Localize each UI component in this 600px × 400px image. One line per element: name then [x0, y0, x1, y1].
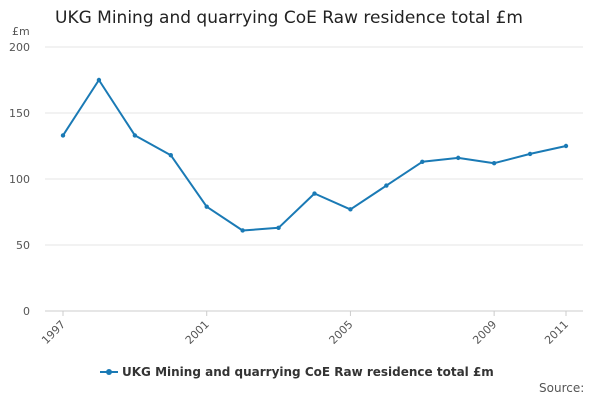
data-point: [420, 159, 425, 165]
x-tick-label: 1997: [39, 318, 68, 347]
data-point: [96, 77, 102, 83]
data-point: [527, 151, 533, 157]
data-point: [204, 204, 209, 209]
x-tick-label: 2001: [183, 318, 212, 347]
data-point: [276, 225, 281, 231]
y-tick-label: 200: [9, 41, 30, 54]
data-point: [384, 183, 389, 188]
gridlines: [45, 46, 583, 312]
data-point: [456, 155, 461, 161]
legend-swatch-icon: [100, 368, 118, 376]
data-point: [132, 133, 138, 138]
data-point: [491, 160, 497, 166]
legend[interactable]: UKG Mining and quarrying CoE Raw residen…: [100, 365, 494, 379]
y-tick-label: 150: [9, 107, 30, 120]
data-point: [168, 153, 173, 158]
legend-label: UKG Mining and quarrying CoE Raw residen…: [122, 365, 494, 379]
series-layer: [60, 77, 569, 233]
y-tick-label: 100: [9, 173, 30, 186]
source-label: Source:: [539, 381, 585, 395]
series-line: [62, 79, 567, 232]
chart-title: UKG Mining and quarrying CoE Raw residen…: [55, 8, 523, 28]
data-point: [60, 133, 66, 138]
data-point: [312, 191, 317, 196]
y-axis-unit-label: £m: [12, 25, 30, 38]
line-chart: 0 50 100 150 200 1997 2001 2005 2009 2011: [9, 41, 583, 347]
data-point: [563, 143, 569, 149]
x-tick-label: 2009: [470, 318, 499, 347]
y-tick-label: 0: [23, 305, 30, 318]
data-point: [240, 228, 245, 233]
data-point: [348, 207, 353, 212]
y-tick-label: 50: [16, 239, 30, 252]
x-tick-label: 2005: [327, 318, 356, 347]
x-tick-label: 2011: [542, 318, 571, 347]
